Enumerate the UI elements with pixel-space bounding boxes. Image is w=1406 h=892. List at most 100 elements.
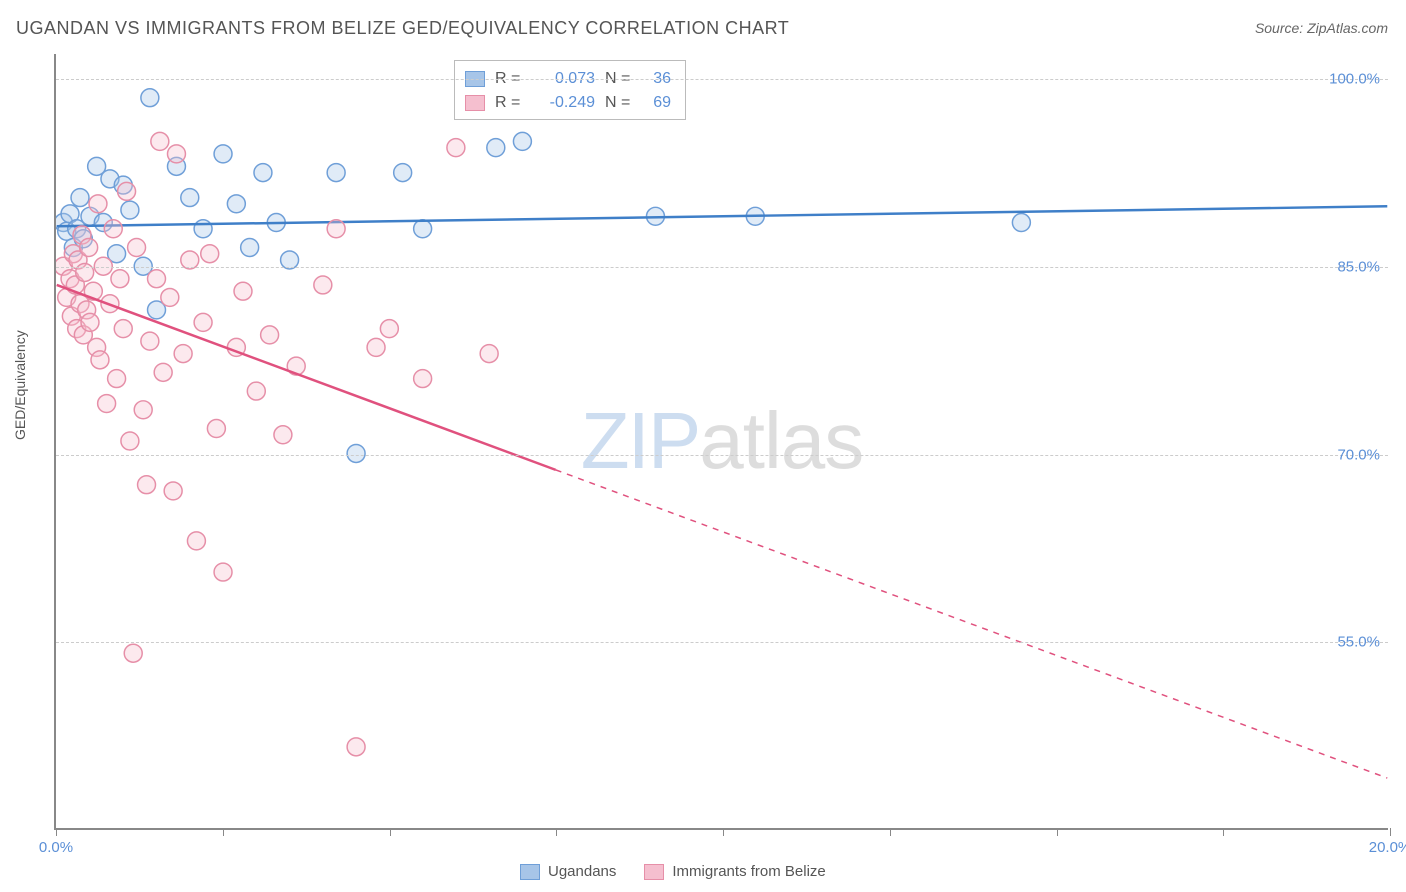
data-point-ugandans (254, 164, 272, 182)
data-point-ugandans (214, 145, 232, 163)
data-point-belize (201, 245, 219, 263)
chart-title: UGANDAN VS IMMIGRANTS FROM BELIZE GED/EQ… (16, 18, 789, 39)
x-tick (1057, 828, 1058, 836)
source-attribution: Source: ZipAtlas.com (1255, 20, 1388, 36)
x-tick-label: 20.0% (1369, 839, 1406, 856)
data-point-belize (101, 295, 119, 313)
gridline-h (56, 79, 1388, 80)
data-point-ugandans (194, 220, 212, 238)
x-tick (390, 828, 391, 836)
legend-label-ugandans: Ugandans (548, 863, 616, 880)
data-point-belize (84, 282, 102, 300)
data-point-ugandans (101, 170, 119, 188)
data-point-belize (61, 270, 79, 288)
data-point-ugandans (81, 207, 99, 225)
data-point-belize (68, 320, 86, 338)
r-value-belize: -0.249 (531, 94, 595, 112)
data-point-belize (138, 476, 156, 494)
data-point-ugandans (487, 139, 505, 157)
data-point-ugandans (71, 189, 89, 207)
watermark: ZIPatlas (581, 395, 863, 487)
data-point-belize (194, 313, 212, 331)
data-point-belize (187, 532, 205, 550)
data-point-belize (227, 338, 245, 356)
n-value-belize: 69 (641, 94, 671, 112)
data-point-belize (73, 226, 91, 244)
data-point-belize (164, 482, 182, 500)
data-point-ugandans (148, 301, 166, 319)
data-point-belize (141, 332, 159, 350)
correlation-stats-box: R = 0.073 N = 36 R = -0.249 N = 69 (454, 60, 686, 120)
data-point-ugandans (414, 220, 432, 238)
data-point-ugandans (181, 189, 199, 207)
data-point-belize (128, 239, 146, 257)
data-point-belize (154, 363, 172, 381)
data-point-belize (104, 220, 122, 238)
data-point-ugandans (267, 214, 285, 232)
regression-line-ugandans (57, 206, 1388, 226)
data-point-ugandans (347, 445, 365, 463)
data-point-belize (121, 432, 139, 450)
y-tick-label: 55.0% (1337, 634, 1380, 651)
y-tick-label: 85.0% (1337, 258, 1380, 275)
data-point-ugandans (1012, 214, 1030, 232)
data-point-belize (247, 382, 265, 400)
x-tick (556, 828, 557, 836)
data-point-belize (287, 357, 305, 375)
data-point-belize (98, 395, 116, 413)
data-point-belize (89, 195, 107, 213)
data-point-belize (74, 326, 92, 344)
x-tick (723, 828, 724, 836)
data-point-belize (167, 145, 185, 163)
data-point-belize (71, 295, 89, 313)
data-point-belize (314, 276, 332, 294)
data-point-ugandans (94, 214, 112, 232)
data-point-belize (174, 345, 192, 363)
data-point-belize (380, 320, 398, 338)
data-point-belize (151, 132, 169, 150)
data-point-ugandans (68, 220, 86, 238)
x-tick (890, 828, 891, 836)
data-point-belize (111, 270, 129, 288)
regression-line-belize (57, 285, 556, 470)
gridline-h (56, 455, 1388, 456)
chart-plot-area: ZIPatlas R = 0.073 N = 36 R = -0.249 N =… (54, 54, 1388, 830)
swatch-belize (465, 95, 485, 111)
data-point-ugandans (227, 195, 245, 213)
data-point-ugandans (74, 230, 92, 248)
data-point-belize (414, 370, 432, 388)
data-point-ugandans (646, 207, 664, 225)
data-point-belize (114, 320, 132, 338)
data-point-ugandans (58, 222, 76, 240)
x-tick (1390, 828, 1391, 836)
data-point-ugandans (114, 176, 132, 194)
data-point-belize (161, 288, 179, 306)
data-point-ugandans (88, 157, 106, 175)
data-point-belize (78, 301, 96, 319)
legend-swatch-belize (644, 864, 664, 880)
y-tick-label: 100.0% (1329, 71, 1380, 88)
x-tick (56, 828, 57, 836)
regression-line-dashed-belize (556, 470, 1388, 778)
data-point-belize (62, 307, 80, 325)
data-point-ugandans (394, 164, 412, 182)
data-point-ugandans (167, 157, 185, 175)
bottom-legend: Ugandans Immigrants from Belize (520, 863, 826, 880)
data-point-belize (274, 426, 292, 444)
data-point-belize (480, 345, 498, 363)
data-point-belize (66, 276, 84, 294)
legend-item-belize: Immigrants from Belize (644, 863, 825, 880)
data-point-ugandans (327, 164, 345, 182)
gridline-h (56, 267, 1388, 268)
data-point-ugandans (241, 239, 259, 257)
data-point-ugandans (513, 132, 531, 150)
data-point-belize (91, 351, 109, 369)
data-point-ugandans (108, 245, 126, 263)
data-point-ugandans (746, 207, 764, 225)
data-point-belize (64, 245, 82, 263)
legend-item-ugandans: Ugandans (520, 863, 616, 880)
x-tick (1223, 828, 1224, 836)
data-point-belize (347, 738, 365, 756)
data-point-belize (108, 370, 126, 388)
data-point-belize (81, 313, 99, 331)
